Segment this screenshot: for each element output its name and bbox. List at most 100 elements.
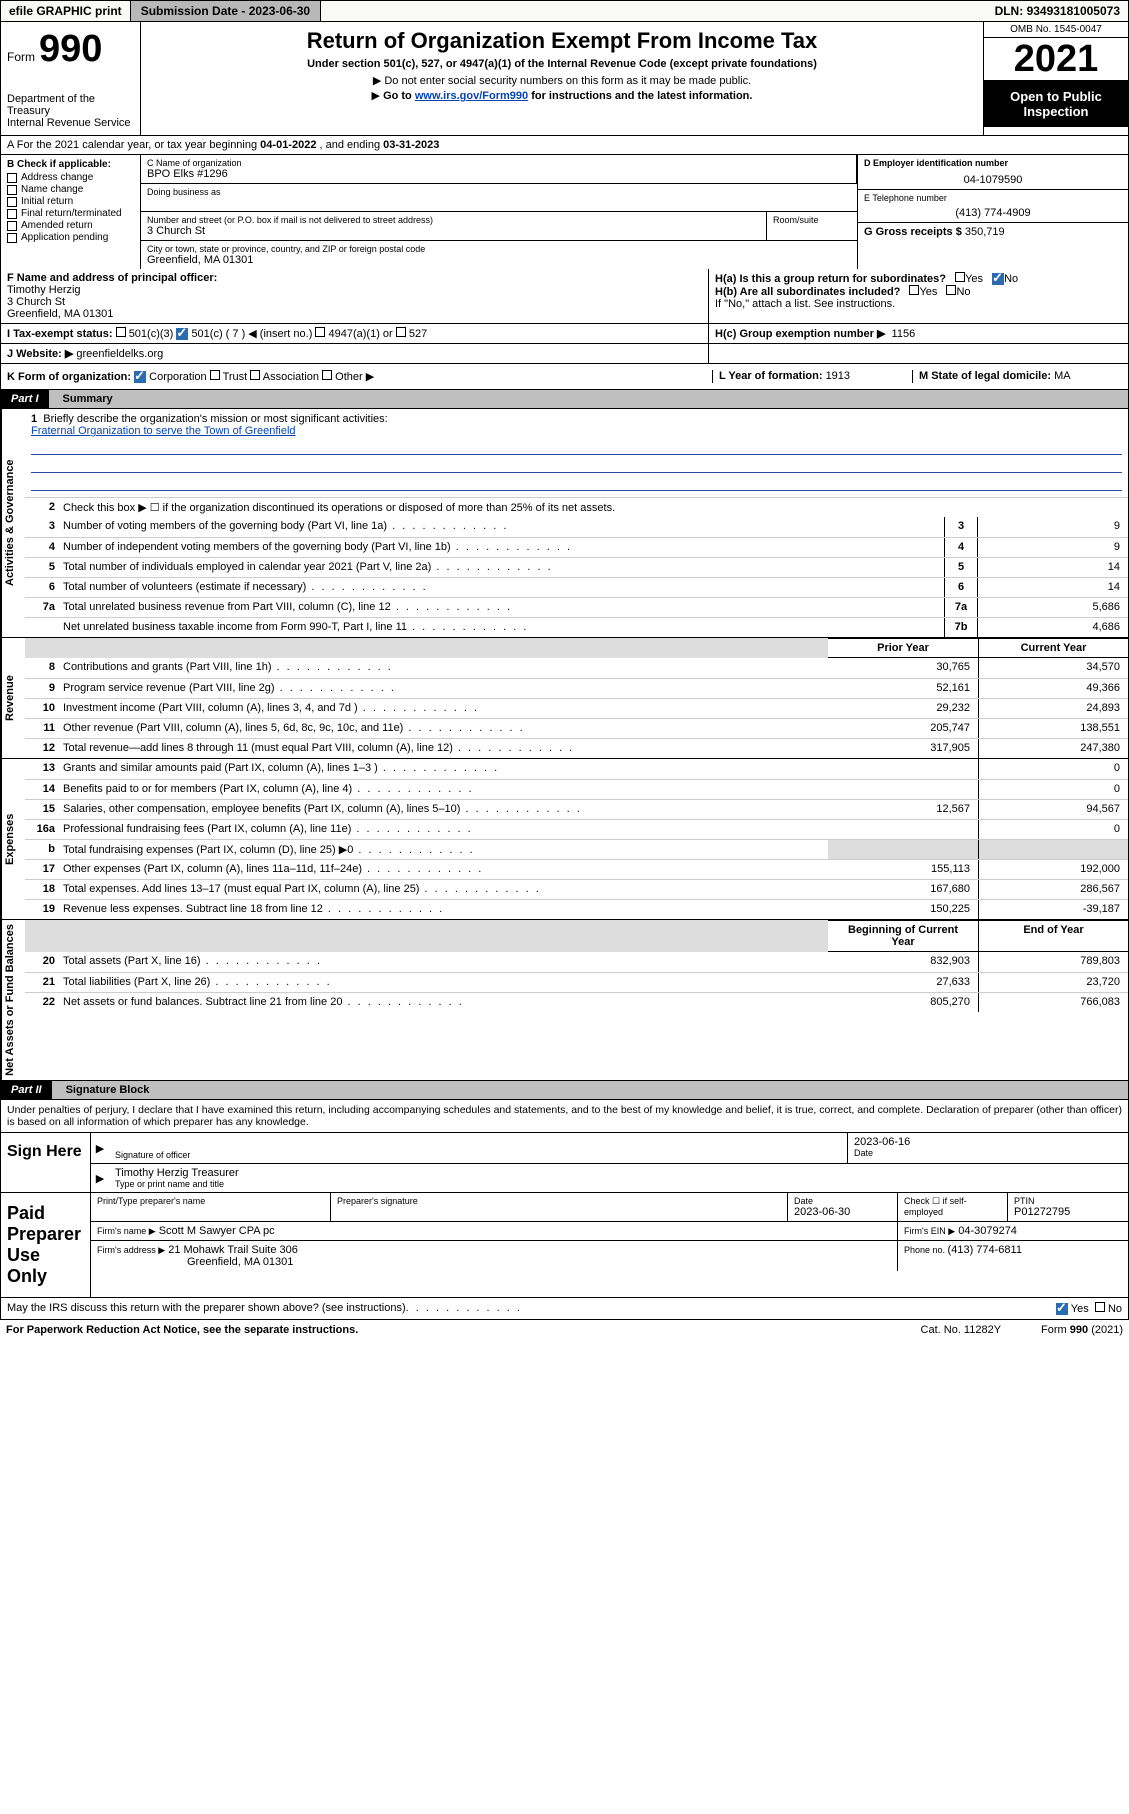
section-net-assets: Net Assets or Fund Balances Beginning of… (0, 920, 1129, 1081)
row-a-tax-year: A For the 2021 calendar year, or tax yea… (0, 136, 1129, 155)
header-left: Form 990 Department of the Treasury Inte… (1, 22, 141, 135)
chk-4947[interactable] (315, 327, 325, 337)
self-employed-chk[interactable]: Check ☐ if self-employed (898, 1193, 1008, 1221)
irs-link[interactable]: www.irs.gov/Form990 (415, 90, 528, 102)
revenue-line: 9Program service revenue (Part VIII, lin… (25, 678, 1128, 698)
perjury-declaration: Under penalties of perjury, I declare th… (0, 1100, 1129, 1133)
officer-name-title: Timothy Herzig Treasurer Type or print n… (109, 1164, 1128, 1192)
vlabel-net-assets: Net Assets or Fund Balances (1, 920, 25, 1080)
top-bar: efile GRAPHIC print Submission Date - 20… (0, 0, 1129, 22)
form-990-label: Form 990 (7, 28, 134, 71)
revenue-line: 10Investment income (Part VIII, column (… (25, 698, 1128, 718)
row-fhij: F Name and address of principal officer:… (0, 269, 1129, 364)
block-bcde: B Check if applicable: Address change Na… (0, 155, 1129, 269)
expense-line: 15Salaries, other compensation, employee… (25, 799, 1128, 819)
chk-other[interactable] (322, 370, 332, 380)
year-header-row: Prior Year Current Year (25, 638, 1128, 658)
state-domicile: M State of legal domicile: MA (912, 370, 1122, 383)
ha-yes-chk[interactable] (955, 272, 965, 282)
discuss-no-chk[interactable] (1095, 1302, 1105, 1312)
chk-association[interactable] (250, 370, 260, 380)
chk-name-change[interactable]: Name change (7, 184, 134, 195)
gross-receipts-cell: G Gross receipts $ 350,719 (858, 223, 1128, 241)
tax-year: 2021 (984, 38, 1128, 81)
note-ssn: Do not enter social security numbers on … (151, 74, 973, 87)
submission-date-button[interactable]: Submission Date - 2023-06-30 (131, 1, 321, 21)
preparer-name: Print/Type preparer's name (91, 1193, 331, 1221)
summary-line: 6Total number of volunteers (estimate if… (25, 577, 1128, 597)
chk-final-return[interactable]: Final return/terminated (7, 208, 134, 219)
col-c-org-info: C Name of organization BPO Elks #1296 Do… (141, 155, 858, 269)
chk-amended-return[interactable]: Amended return (7, 220, 134, 231)
sign-date: 2023-06-16 Date (848, 1133, 1128, 1163)
mission-text[interactable]: Fraternal Organization to serve the Town… (31, 425, 1122, 437)
arrow-icon (91, 1133, 109, 1163)
expense-line: 18Total expenses. Add lines 13–17 (must … (25, 879, 1128, 899)
chk-address-change[interactable]: Address change (7, 172, 134, 183)
firm-phone: Phone no. (413) 774-6811 (898, 1241, 1128, 1271)
org-name: BPO Elks #1296 (147, 168, 850, 180)
netasset-line: 22Net assets or fund balances. Subtract … (25, 992, 1128, 1012)
revenue-line: 12Total revenue—add lines 8 through 11 (… (25, 738, 1128, 758)
line-1-mission: 1 Briefly describe the organization's mi… (25, 409, 1128, 497)
form-of-organization: K Form of organization: Corporation Trus… (7, 370, 712, 383)
chk-initial-return[interactable]: Initial return (7, 196, 134, 207)
principal-officer: F Name and address of principal officer:… (1, 269, 708, 323)
firm-address: Firm's address ▶ 21 Mohawk Trail Suite 3… (91, 1241, 898, 1271)
vlabel-expenses: Expenses (1, 759, 25, 919)
dln: DLN: 93493181005073 (987, 1, 1128, 21)
sign-here-block: Sign Here Signature of officer 2023-06-1… (0, 1133, 1129, 1193)
na-header-row: Beginning of Current Year End of Year (25, 920, 1128, 952)
org-name-cell: C Name of organization BPO Elks #1296 (141, 155, 857, 184)
group-exemption: H(c) Group exemption number ▶ 1156 (708, 324, 1128, 343)
summary-line: 7aTotal unrelated business revenue from … (25, 597, 1128, 617)
irs-label: Internal Revenue Service (7, 117, 134, 129)
website-row: J Website: ▶ greenfieldelks.org (1, 344, 708, 363)
expense-line: 14Benefits paid to or for members (Part … (25, 779, 1128, 799)
expense-line: 16aProfessional fundraising fees (Part I… (25, 819, 1128, 839)
summary-line: 4Number of independent voting members of… (25, 537, 1128, 557)
note-goto: Go to www.irs.gov/Form990 for instructio… (151, 89, 973, 102)
expense-line: 17Other expenses (Part IX, column (A), l… (25, 859, 1128, 879)
efile-label[interactable]: efile GRAPHIC print (1, 1, 131, 21)
header-right: OMB No. 1545-0047 2021 Open to Public In… (983, 22, 1128, 135)
chk-527[interactable] (396, 327, 406, 337)
form-title: Return of Organization Exempt From Incom… (151, 28, 973, 54)
expense-line: 19Revenue less expenses. Subtract line 1… (25, 899, 1128, 919)
expense-line: bTotal fundraising expenses (Part IX, co… (25, 839, 1128, 859)
summary-line: Net unrelated business taxable income fr… (25, 617, 1128, 637)
discuss-with-preparer: May the IRS discuss this return with the… (0, 1298, 1129, 1320)
dba-cell: Doing business as (141, 184, 857, 212)
street-cell: Number and street (or P.O. box if mail i… (141, 212, 767, 240)
chk-application-pending[interactable]: Application pending (7, 232, 134, 243)
line-2: 2 Check this box ▶ ☐ if the organization… (25, 497, 1128, 517)
summary-line: 5Total number of individuals employed in… (25, 557, 1128, 577)
chk-corporation[interactable] (134, 371, 146, 383)
firm-ein: Firm's EIN ▶ 04-3079274 (898, 1222, 1128, 1240)
paid-preparer-block: Paid Preparer Use Only Print/Type prepar… (0, 1193, 1129, 1298)
summary-line: 3Number of voting members of the governi… (25, 517, 1128, 537)
arrow-icon (91, 1164, 109, 1192)
footer-last: For Paperwork Reduction Act Notice, see … (0, 1320, 1129, 1340)
chk-trust[interactable] (210, 370, 220, 380)
signature-of-officer: Signature of officer (109, 1133, 848, 1163)
revenue-line: 8Contributions and grants (Part VIII, li… (25, 658, 1128, 678)
netasset-line: 21Total liabilities (Part X, line 26)27,… (25, 972, 1128, 992)
firm-name: Firm's name ▶ Scott M Sawyer CPA pc (91, 1222, 898, 1240)
hb-yes-chk[interactable] (909, 285, 919, 295)
expense-line: 13Grants and similar amounts paid (Part … (25, 759, 1128, 779)
revenue-line: 11Other revenue (Part VIII, column (A), … (25, 718, 1128, 738)
hb-no-chk[interactable] (946, 285, 956, 295)
col-de: D Employer identification number 04-1079… (858, 155, 1128, 269)
part-i-header: Part I Summary (0, 390, 1129, 409)
discuss-yes-chk[interactable] (1056, 1303, 1068, 1315)
vlabel-revenue: Revenue (1, 638, 25, 758)
ha-no-chk[interactable] (992, 273, 1004, 285)
chk-501c[interactable] (176, 328, 188, 340)
omb-number: OMB No. 1545-0047 (984, 22, 1128, 38)
dept-treasury: Department of the Treasury (7, 93, 134, 117)
room-cell: Room/suite (767, 212, 857, 240)
city-cell: City or town, state or province, country… (141, 241, 857, 269)
chk-501c3[interactable] (116, 327, 126, 337)
ptin: PTINP01272795 (1008, 1193, 1128, 1221)
